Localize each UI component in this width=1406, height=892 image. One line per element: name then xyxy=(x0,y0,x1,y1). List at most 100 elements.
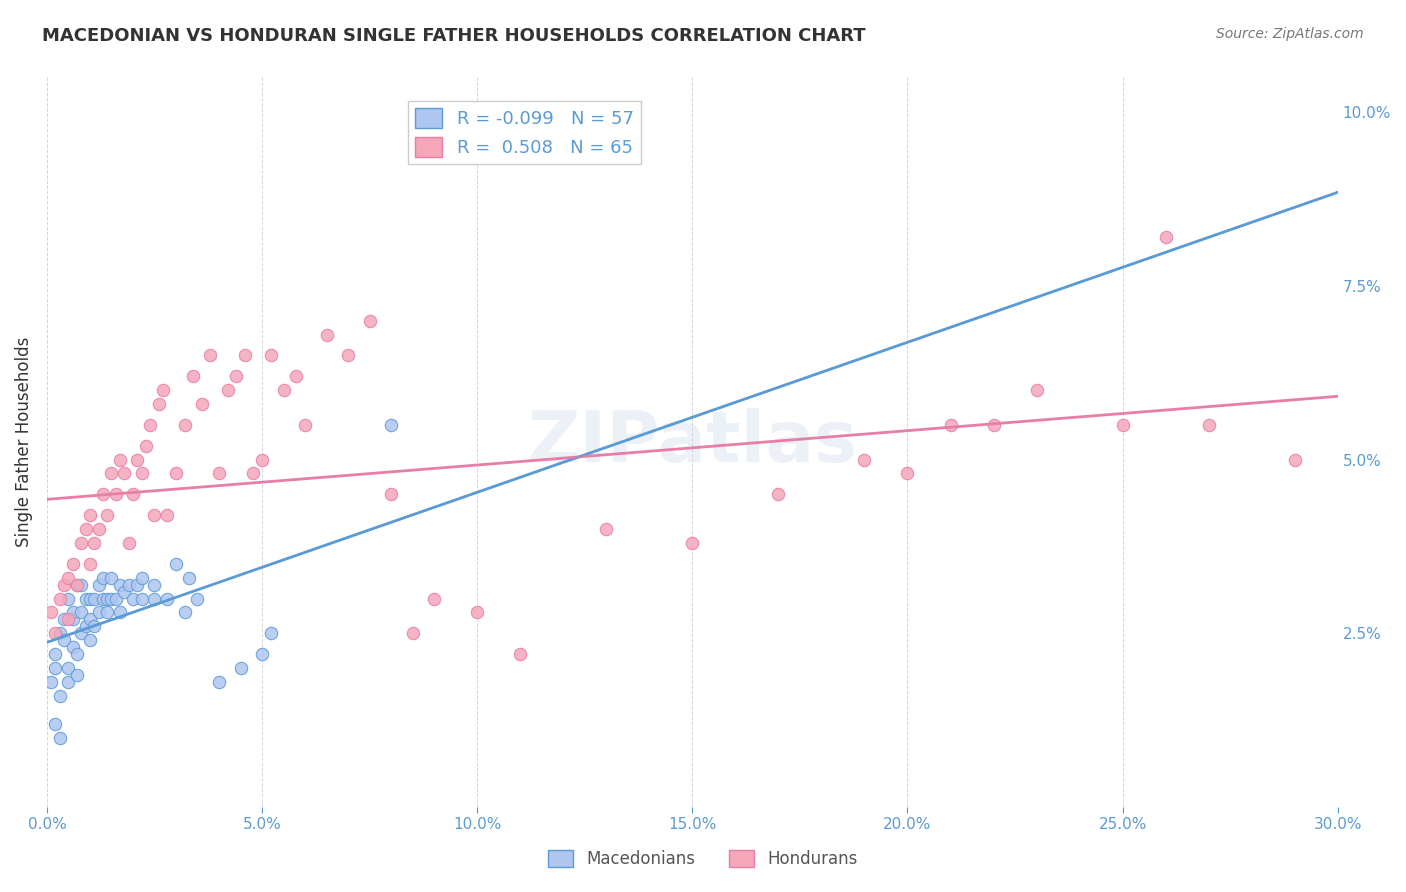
Point xyxy=(62,557,84,571)
Point xyxy=(70,577,93,591)
Point xyxy=(337,348,360,362)
Point xyxy=(315,327,337,342)
Point xyxy=(143,577,166,591)
Point xyxy=(91,591,114,606)
Point xyxy=(100,591,122,606)
Point xyxy=(127,577,149,591)
Point xyxy=(53,577,76,591)
Point xyxy=(148,397,170,411)
Text: ZIPatlas: ZIPatlas xyxy=(527,408,858,476)
Point xyxy=(44,647,66,661)
Point xyxy=(66,577,89,591)
Point xyxy=(62,606,84,620)
Point xyxy=(66,668,89,682)
Point xyxy=(75,522,97,536)
Legend: Macedonians, Hondurans: Macedonians, Hondurans xyxy=(541,843,865,875)
Point xyxy=(359,313,381,327)
Point xyxy=(58,571,80,585)
Point xyxy=(152,383,174,397)
Point xyxy=(58,661,80,675)
Point xyxy=(53,633,76,648)
Point xyxy=(143,508,166,523)
Point xyxy=(70,606,93,620)
Point xyxy=(112,467,135,481)
Point xyxy=(208,674,231,689)
Point xyxy=(173,417,195,432)
Point xyxy=(58,612,80,626)
Point xyxy=(70,626,93,640)
Legend: R = -0.099   N = 57, R =  0.508   N = 65: R = -0.099 N = 57, R = 0.508 N = 65 xyxy=(408,101,641,164)
Point xyxy=(156,591,179,606)
Point xyxy=(70,536,93,550)
Point xyxy=(108,577,131,591)
Point xyxy=(1198,417,1220,432)
Point xyxy=(49,591,72,606)
Point xyxy=(1284,452,1306,467)
Point xyxy=(294,417,316,432)
Point xyxy=(259,348,281,362)
Point xyxy=(1111,417,1133,432)
Point xyxy=(100,571,122,585)
Point xyxy=(285,369,308,384)
Point xyxy=(181,369,204,384)
Point xyxy=(233,348,256,362)
Point xyxy=(225,369,247,384)
Point xyxy=(79,557,101,571)
Point xyxy=(595,522,617,536)
Point xyxy=(173,606,195,620)
Point xyxy=(156,508,179,523)
Point xyxy=(108,452,131,467)
Y-axis label: Single Father Households: Single Father Households xyxy=(15,337,32,548)
Point xyxy=(122,487,145,501)
Point xyxy=(165,467,187,481)
Point xyxy=(44,661,66,675)
Point xyxy=(200,348,222,362)
Point xyxy=(49,731,72,745)
Text: Source: ZipAtlas.com: Source: ZipAtlas.com xyxy=(1216,27,1364,41)
Point xyxy=(117,577,139,591)
Point xyxy=(62,640,84,655)
Point xyxy=(380,487,402,501)
Point xyxy=(139,417,162,432)
Text: MACEDONIAN VS HONDURAN SINGLE FATHER HOUSEHOLDS CORRELATION CHART: MACEDONIAN VS HONDURAN SINGLE FATHER HOU… xyxy=(42,27,866,45)
Point xyxy=(83,619,105,633)
Point xyxy=(96,591,118,606)
Point xyxy=(1025,383,1047,397)
Point xyxy=(75,619,97,633)
Point xyxy=(273,383,295,397)
Point xyxy=(117,536,139,550)
Point xyxy=(62,612,84,626)
Point xyxy=(229,661,252,675)
Point xyxy=(49,689,72,703)
Point xyxy=(66,577,89,591)
Point xyxy=(939,417,962,432)
Point xyxy=(91,571,114,585)
Point xyxy=(58,674,80,689)
Point xyxy=(58,591,80,606)
Point xyxy=(217,383,239,397)
Point xyxy=(112,584,135,599)
Point xyxy=(87,606,110,620)
Point xyxy=(259,626,281,640)
Point xyxy=(79,633,101,648)
Point xyxy=(242,467,264,481)
Point xyxy=(83,536,105,550)
Point xyxy=(401,626,423,640)
Point xyxy=(49,626,72,640)
Point xyxy=(186,591,208,606)
Point xyxy=(1154,230,1177,244)
Point xyxy=(131,467,153,481)
Point xyxy=(191,397,214,411)
Point xyxy=(91,487,114,501)
Point xyxy=(143,591,166,606)
Point xyxy=(896,467,918,481)
Point xyxy=(66,647,89,661)
Point xyxy=(75,591,97,606)
Point xyxy=(104,591,127,606)
Point xyxy=(250,452,273,467)
Point xyxy=(208,467,231,481)
Point xyxy=(44,716,66,731)
Point xyxy=(165,557,187,571)
Point xyxy=(380,417,402,432)
Point xyxy=(83,591,105,606)
